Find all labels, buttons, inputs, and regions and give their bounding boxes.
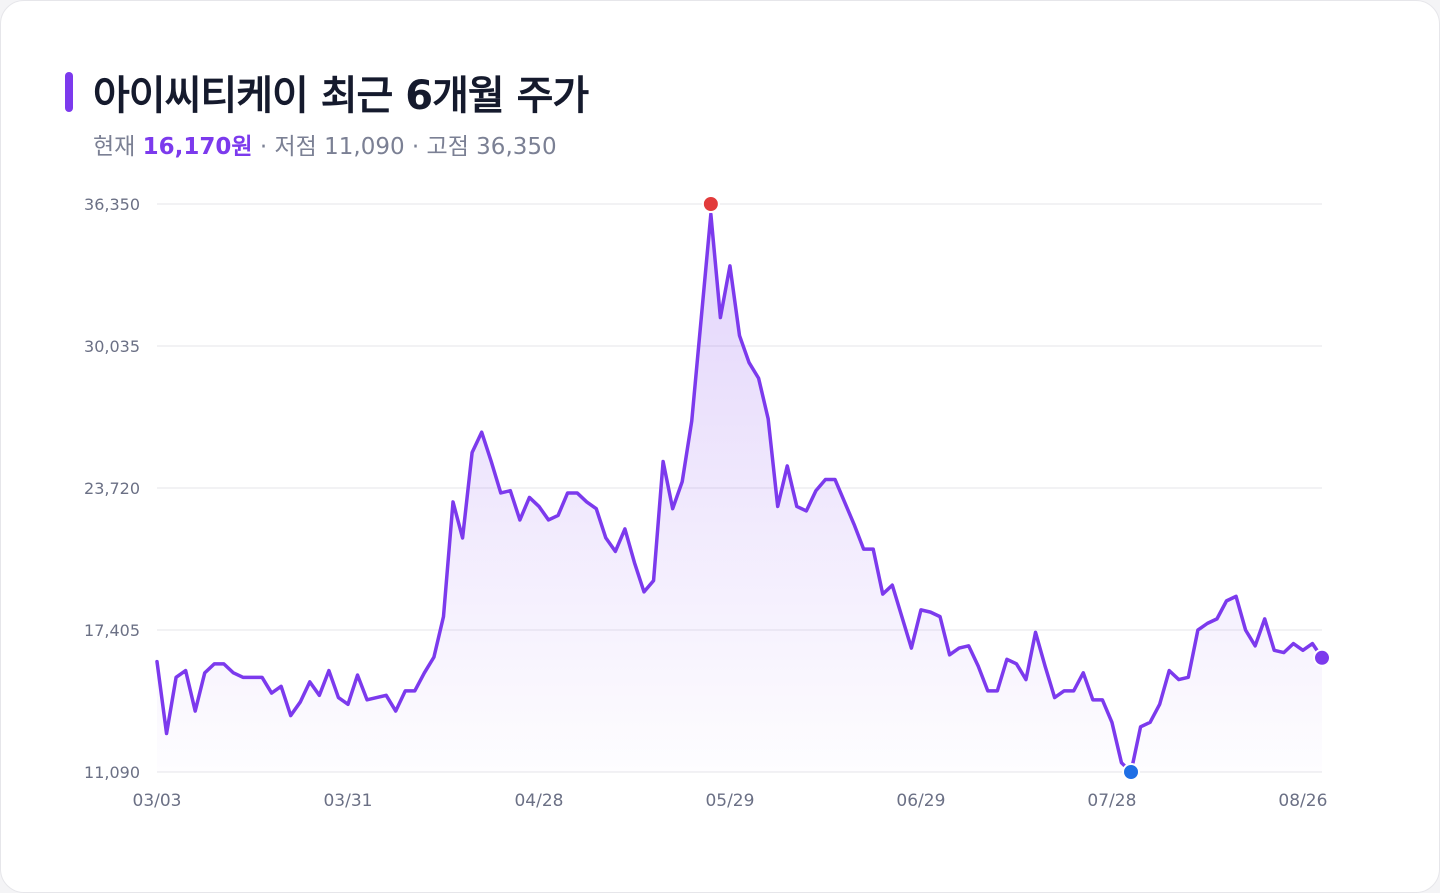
high-price: · 고점 36,350 — [411, 134, 557, 160]
y-tick-label: 36,350 — [84, 195, 140, 214]
low-price: · 저점 11,090 — [259, 134, 405, 160]
x-tick-label: 04/28 — [514, 791, 563, 811]
x-axis-ticks: 03/03 03/31 04/28 05/29 06/29 07/28 08/26 — [133, 791, 1328, 811]
x-tick-label: 06/29 — [896, 791, 945, 811]
y-tick-label: 30,035 — [84, 337, 140, 356]
x-tick-label: 07/28 — [1087, 791, 1136, 811]
y-axis-ticks: 11,090 17,405 23,720 30,035 36,350 — [84, 195, 140, 782]
high-point-marker — [701, 195, 720, 213]
current-price: 16,170원 — [142, 134, 253, 160]
y-tick-label: 11,090 — [84, 763, 140, 782]
last-point-marker — [1313, 648, 1331, 667]
price-markers — [701, 195, 1331, 781]
chart-title: 아이씨티케이 최근 6개월 주가 — [93, 73, 589, 119]
price-summary: 현재 16,170원 · 저점 11,090 · 고점 36,350 — [93, 127, 557, 161]
y-tick-label: 23,720 — [84, 479, 140, 498]
y-tick-label: 17,405 — [84, 621, 140, 640]
x-tick-label: 05/29 — [705, 791, 754, 811]
price-area — [157, 214, 1322, 772]
low-point-marker — [1122, 763, 1141, 781]
current-label: 현재 — [93, 134, 136, 160]
x-tick-label: 03/03 — [133, 791, 182, 811]
title-accent-bar — [65, 72, 73, 112]
x-tick-label: 08/26 — [1278, 791, 1327, 811]
x-tick-label: 03/31 — [323, 791, 372, 811]
title-row: 아이씨티케이 최근 6개월 주가 — [65, 63, 589, 121]
